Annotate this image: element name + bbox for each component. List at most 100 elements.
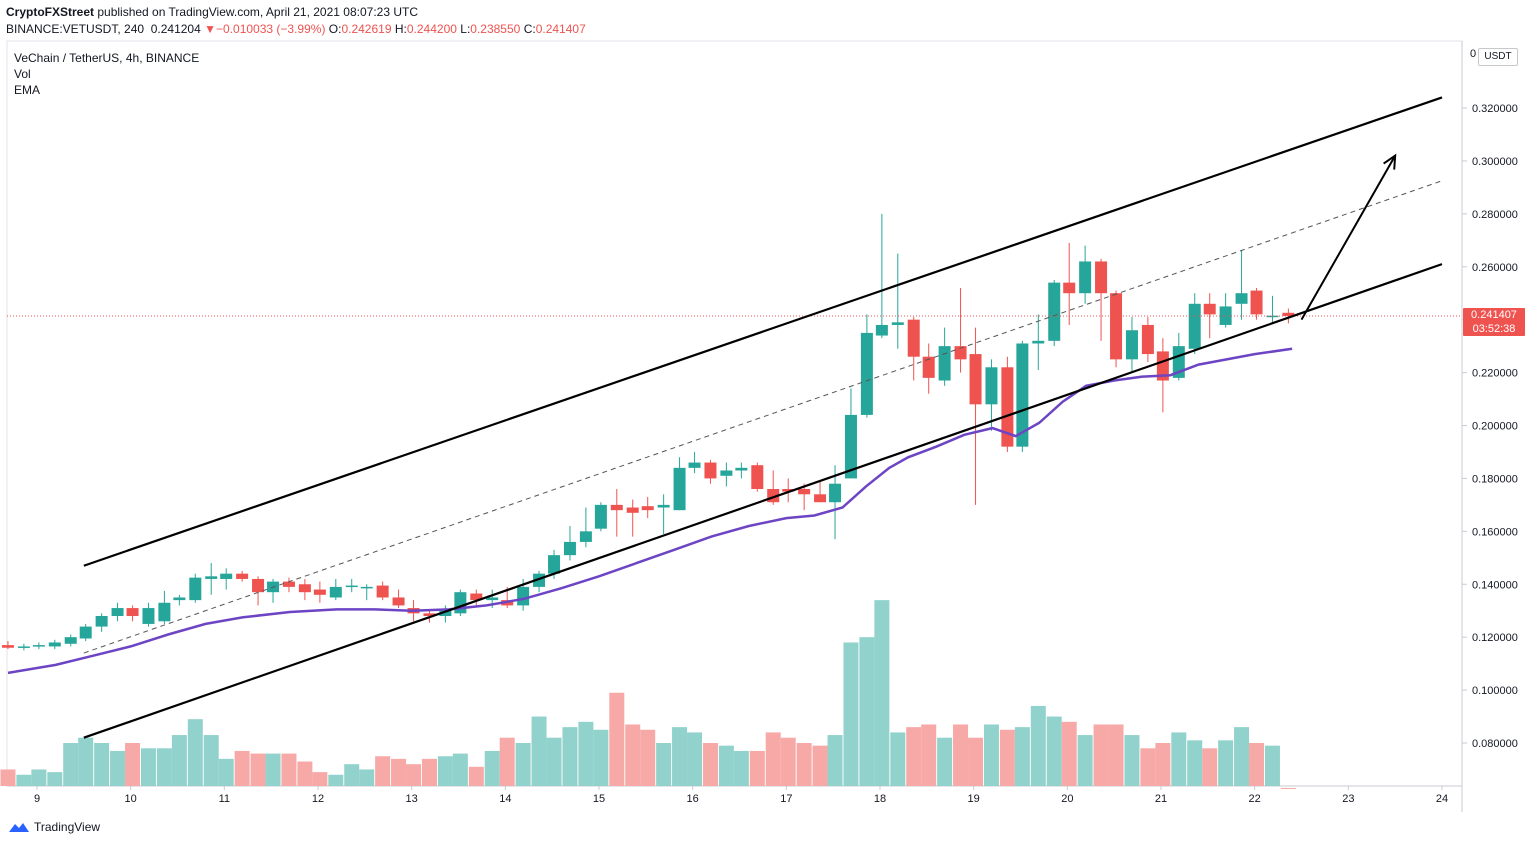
- volume-bar: [921, 724, 937, 786]
- volume-bar: [765, 732, 781, 786]
- volume-bar: [562, 727, 578, 786]
- y-tick-label: 0.140000: [1472, 579, 1518, 591]
- candle-body: [454, 592, 467, 614]
- ema-polyline: [7, 347, 1293, 675]
- volume-bar: [546, 737, 562, 786]
- footer: TradingView: [8, 820, 100, 834]
- candle-body: [969, 354, 982, 405]
- volume-bar: [1280, 787, 1296, 789]
- x-tick-label: 10: [125, 793, 137, 805]
- candle-body: [922, 356, 935, 378]
- volume-bar: [16, 774, 32, 786]
- publisher-name[interactable]: CryptoFXStreet: [6, 5, 95, 19]
- volume-bar: [578, 721, 594, 786]
- volume-bar: [1202, 748, 1218, 786]
- candle-body: [814, 494, 827, 503]
- volume-bar: [265, 753, 281, 786]
- x-tick-label: 13: [406, 793, 418, 805]
- candle-body: [17, 646, 30, 648]
- volume-bar: [31, 769, 47, 786]
- volume-bar: [94, 743, 110, 786]
- publish-header: CryptoFXStreet published on TradingView.…: [0, 0, 1536, 40]
- candle-body: [189, 577, 202, 601]
- legend-ema[interactable]: EMA: [14, 83, 41, 97]
- candle-body: [64, 637, 77, 644]
- x-tick-label: 11: [219, 793, 230, 805]
- volume-bar: [1218, 740, 1234, 786]
- candle-body: [688, 462, 701, 468]
- candle-body: [548, 555, 561, 574]
- published-text: published on TradingView.com, April 21, …: [94, 5, 418, 19]
- volume-bar: [843, 642, 859, 786]
- volume-bar: [515, 743, 531, 786]
- candle-body: [517, 586, 530, 606]
- volume-bar: [733, 750, 749, 786]
- volume-bar: [421, 758, 437, 786]
- volume-bar: [890, 732, 906, 786]
- x-tick-label: 22: [1249, 793, 1261, 805]
- time-axis: 9 10 11 12 13 14 15 16 17 18 19 20 21 22 23 24: [34, 786, 1448, 805]
- volume-bar: [1077, 735, 1093, 786]
- candle-body: [673, 467, 686, 511]
- channel-midline: [83, 180, 1443, 654]
- volume-bar: [625, 724, 641, 786]
- candle-body: [610, 504, 623, 511]
- volume-bar: [812, 745, 828, 786]
- volume-bar: [171, 735, 187, 786]
- candle-body: [111, 608, 124, 616]
- volume-bar: [749, 750, 765, 786]
- candle-body: [1095, 261, 1108, 294]
- y-tick-label: 0.080000: [1472, 738, 1518, 750]
- volume-bar: [250, 753, 266, 786]
- volume-bar: [218, 758, 234, 786]
- volume-bar: [140, 748, 156, 786]
- volume-bar: [859, 637, 875, 786]
- candle-body: [1110, 293, 1123, 360]
- volume-bar: [1249, 743, 1265, 786]
- candle-body: [829, 483, 842, 503]
- y-tick-label: 0.100000: [1472, 685, 1518, 697]
- low-label: L:: [460, 22, 471, 36]
- volume-bar: [110, 750, 126, 786]
- candle-body: [423, 613, 436, 616]
- change-arrow-icon: ▼: [204, 22, 217, 36]
- close-label: C:: [523, 22, 536, 36]
- volume-bar: [983, 724, 999, 786]
- candle-body: [1250, 290, 1263, 315]
- volume-bar: [1155, 743, 1171, 786]
- candle-body: [236, 573, 249, 579]
- volume-bar: [1061, 721, 1077, 786]
- tradingview-logo-icon: [9, 823, 29, 832]
- candle-body: [907, 319, 920, 357]
- volume-bar: [125, 743, 141, 786]
- volume-bar: [874, 600, 890, 786]
- candle-body: [798, 489, 811, 495]
- legend-vol[interactable]: Vol: [14, 67, 31, 81]
- volume-bar: [1014, 727, 1030, 786]
- candle-body: [158, 602, 171, 622]
- volume-bar: [609, 692, 625, 786]
- footer-brand[interactable]: TradingView: [34, 820, 101, 834]
- x-tick-label: 23: [1342, 793, 1354, 805]
- currency-badge[interactable]: USDT: [1478, 48, 1518, 66]
- x-tick-label: 17: [780, 793, 792, 805]
- change-value: −0.010033 (−3.99%): [216, 22, 326, 36]
- volume-bar: [718, 745, 734, 786]
- candle-body: [298, 584, 311, 593]
- candle-body: [875, 324, 888, 336]
- volume-bar: [687, 732, 703, 786]
- candle-body: [252, 578, 265, 593]
- candle-body: [142, 608, 155, 624]
- x-tick-label: 24: [1436, 793, 1448, 805]
- candle-body: [704, 462, 717, 479]
- x-tick-label: 21: [1155, 793, 1167, 805]
- y-tick-label: 0.180000: [1472, 473, 1518, 485]
- channel-upper-line: [83, 96, 1443, 567]
- y-tick-label: 0.120000: [1472, 632, 1518, 644]
- ema-line: [7, 347, 1293, 675]
- candle-body: [594, 504, 607, 529]
- candle-body: [1016, 343, 1029, 447]
- volume-bar: [468, 766, 484, 786]
- candle-body: [48, 642, 61, 647]
